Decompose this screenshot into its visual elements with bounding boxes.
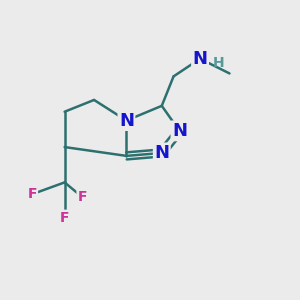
Text: N: N <box>119 112 134 130</box>
Text: H: H <box>212 56 224 70</box>
Text: F: F <box>77 190 87 204</box>
Text: N: N <box>154 144 169 162</box>
Text: F: F <box>28 187 37 201</box>
Text: F: F <box>60 211 69 225</box>
Text: N: N <box>193 50 208 68</box>
Text: N: N <box>172 122 187 140</box>
